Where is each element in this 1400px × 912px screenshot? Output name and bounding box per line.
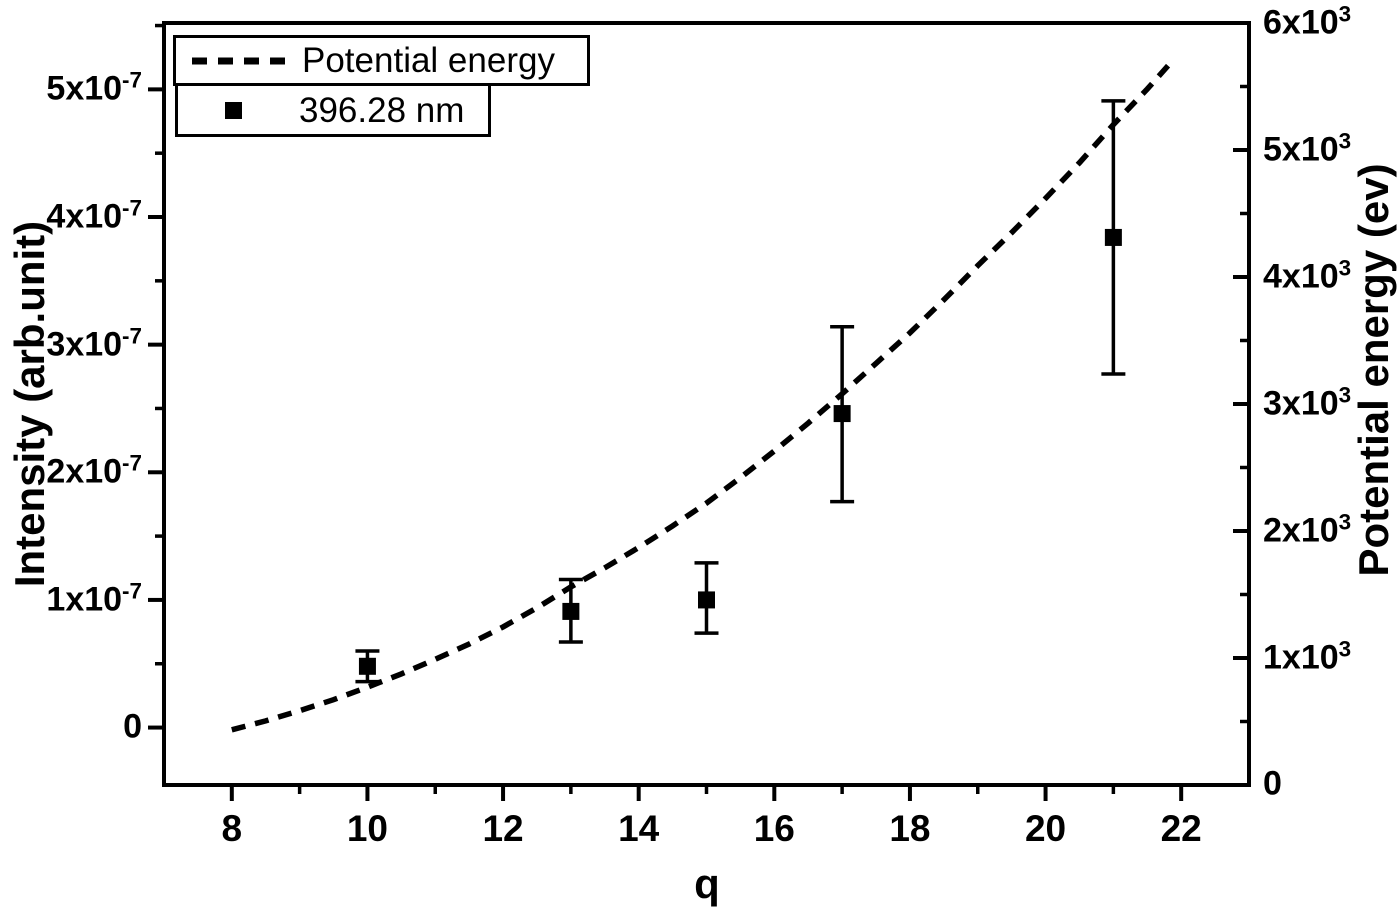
data-point-square — [833, 405, 851, 423]
dashed-line-sample-icon — [192, 57, 288, 64]
data-point-square — [562, 602, 580, 620]
potential-energy-curve — [231, 56, 1177, 733]
legend-label-potential-energy: Potential energy — [302, 41, 555, 80]
filled-square-marker-icon — [225, 101, 242, 119]
x-axis-title: q — [694, 860, 720, 907]
legend-label-396nm: 396.28 nm — [299, 90, 465, 130]
data-point-square — [698, 591, 715, 609]
data-point-square — [358, 657, 376, 675]
plot-frame — [162, 21, 1251, 787]
legend-entry-396nm: 396.28 nm — [175, 83, 491, 137]
data-point-square — [1104, 228, 1122, 246]
y-right-axis-title: Potential energy (ev) — [1350, 163, 1397, 577]
legend-entry-potential-energy: Potential energy — [173, 35, 590, 86]
y-left-axis-title: Intensity (arb.unit) — [6, 220, 53, 588]
